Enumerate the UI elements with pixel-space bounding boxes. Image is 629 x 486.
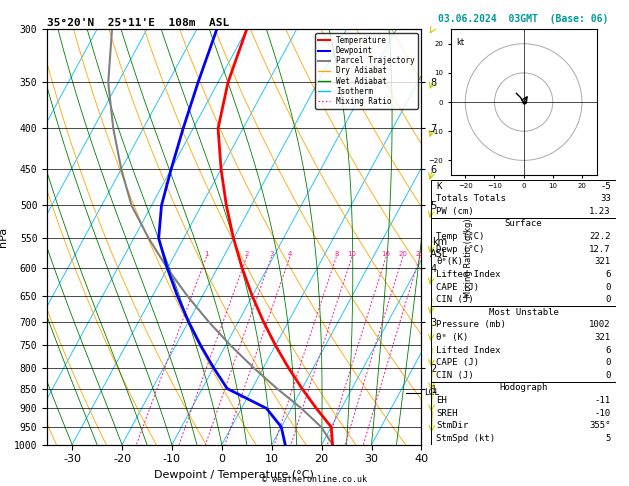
Text: K: K xyxy=(437,182,442,191)
Y-axis label: hPa: hPa xyxy=(0,227,8,247)
Text: 4: 4 xyxy=(288,251,292,257)
Text: θᵉ(K): θᵉ(K) xyxy=(437,257,464,266)
Text: kt: kt xyxy=(457,38,465,47)
Text: 33: 33 xyxy=(600,194,611,203)
Text: θᵉ (K): θᵉ (K) xyxy=(437,333,469,342)
Text: 1.23: 1.23 xyxy=(589,207,611,216)
Bar xyxy=(431,382,616,445)
Text: 5: 5 xyxy=(606,434,611,443)
Text: CIN (J): CIN (J) xyxy=(437,295,474,304)
Text: Surface: Surface xyxy=(505,220,542,228)
Text: 321: 321 xyxy=(595,257,611,266)
Text: 10: 10 xyxy=(348,251,357,257)
Text: 0: 0 xyxy=(606,371,611,380)
Text: LCL: LCL xyxy=(424,388,439,397)
Text: 355°: 355° xyxy=(589,421,611,430)
Text: 03.06.2024  03GMT  (Base: 06): 03.06.2024 03GMT (Base: 06) xyxy=(438,14,609,24)
Text: Totals Totals: Totals Totals xyxy=(437,194,506,203)
Text: CAPE (J): CAPE (J) xyxy=(437,282,479,292)
Text: 16: 16 xyxy=(382,251,391,257)
Text: 20: 20 xyxy=(398,251,407,257)
Text: Most Unstable: Most Unstable xyxy=(489,308,559,317)
Text: 0: 0 xyxy=(606,358,611,367)
Text: StmDir: StmDir xyxy=(437,421,469,430)
Text: 6: 6 xyxy=(606,270,611,279)
Text: 1002: 1002 xyxy=(589,320,611,330)
Text: CAPE (J): CAPE (J) xyxy=(437,358,479,367)
Text: Mixing Ratio (g/kg): Mixing Ratio (g/kg) xyxy=(464,218,473,297)
Text: Lifted Index: Lifted Index xyxy=(437,270,501,279)
Text: 2: 2 xyxy=(245,251,249,257)
Text: Hodograph: Hodograph xyxy=(499,383,548,392)
Text: 22.2: 22.2 xyxy=(589,232,611,241)
Text: 1: 1 xyxy=(204,251,209,257)
Text: StmSpd (kt): StmSpd (kt) xyxy=(437,434,496,443)
Text: 6: 6 xyxy=(606,346,611,355)
Text: © weatheronline.co.uk: © weatheronline.co.uk xyxy=(262,474,367,484)
Text: CIN (J): CIN (J) xyxy=(437,371,474,380)
Text: 3: 3 xyxy=(269,251,274,257)
Bar xyxy=(431,180,616,218)
Text: 8: 8 xyxy=(334,251,338,257)
Y-axis label: km
ASL: km ASL xyxy=(430,237,448,259)
Text: 25: 25 xyxy=(416,251,424,257)
Text: Dewp (°C): Dewp (°C) xyxy=(437,244,485,254)
Text: 12.7: 12.7 xyxy=(589,244,611,254)
Text: 35°20'N  25°11'E  108m  ASL: 35°20'N 25°11'E 108m ASL xyxy=(47,18,230,28)
Text: -5: -5 xyxy=(600,182,611,191)
Text: PW (cm): PW (cm) xyxy=(437,207,474,216)
Bar xyxy=(431,306,616,382)
Text: Temp (°C): Temp (°C) xyxy=(437,232,485,241)
X-axis label: Dewpoint / Temperature (°C): Dewpoint / Temperature (°C) xyxy=(154,470,314,480)
Text: 0: 0 xyxy=(606,282,611,292)
Text: SREH: SREH xyxy=(437,409,458,417)
Text: 0: 0 xyxy=(606,295,611,304)
Text: EH: EH xyxy=(437,396,447,405)
Legend: Temperature, Dewpoint, Parcel Trajectory, Dry Adiabat, Wet Adiabat, Isotherm, Mi: Temperature, Dewpoint, Parcel Trajectory… xyxy=(315,33,418,109)
Text: Lifted Index: Lifted Index xyxy=(437,346,501,355)
Text: -11: -11 xyxy=(595,396,611,405)
Bar xyxy=(431,218,616,306)
Text: -10: -10 xyxy=(595,409,611,417)
Text: 321: 321 xyxy=(595,333,611,342)
Text: Pressure (mb): Pressure (mb) xyxy=(437,320,506,330)
